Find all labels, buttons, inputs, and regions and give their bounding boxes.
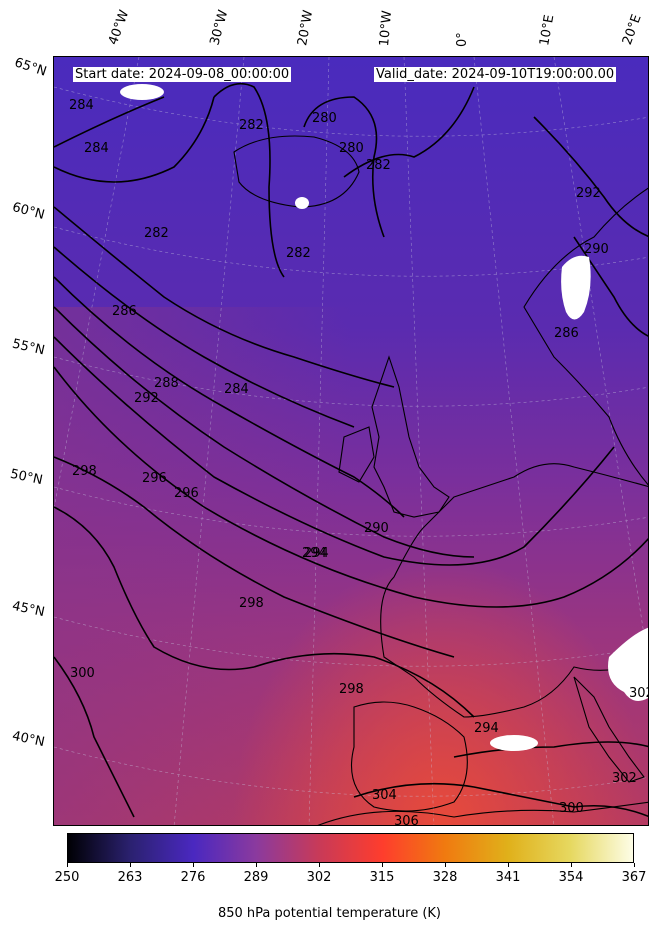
coastline-great-britain (371, 355, 450, 518)
coastline-scandinavia (523, 187, 648, 486)
contour-labels: 284 284 282 280 280 282 282 282 286 288 … (69, 98, 649, 826)
contour-label: 282 (144, 226, 169, 241)
contour-label: 284 (69, 98, 94, 113)
contour-label: 282 (286, 246, 311, 261)
coastline-europe-mainland (380, 463, 648, 718)
contour-label: 300 (559, 801, 584, 816)
lon-label: 10°E (537, 13, 558, 47)
contour-label: 302 (612, 771, 637, 786)
contour-label: 294 (302, 546, 327, 561)
lon-label: 40°W (105, 8, 133, 47)
colorbar-tickmark (67, 863, 68, 867)
lat-label: 40°N (10, 728, 46, 751)
colorbar-tick-label: 263 (117, 870, 143, 885)
map-canvas: 284 284 282 280 280 282 282 282 286 288 … (54, 57, 649, 826)
contour-label: 294 (304, 546, 329, 561)
contour-label: 282 (366, 158, 391, 173)
contour-label: 290 (584, 242, 609, 257)
contour-label: 302 (629, 686, 649, 701)
colorbar-tick-label: 315 (369, 870, 395, 885)
contour-label: 288 (154, 376, 179, 391)
coastlines (233, 135, 648, 825)
contour-label: 286 (112, 304, 137, 319)
coastline-north-africa (317, 801, 648, 825)
colorbar-label: 850 hPa potential temperature (K) (217, 906, 441, 921)
colorbar-tick-label: 328 (432, 870, 458, 885)
contour-label: 290 (364, 521, 389, 536)
colorbar-tickmark (319, 863, 320, 867)
colorbar-tickmark (508, 863, 509, 867)
colorbar-tickmark (571, 863, 572, 867)
colorbar-tickmark (193, 863, 194, 867)
contour-label: 292 (134, 391, 159, 406)
contour-label: 298 (339, 682, 364, 697)
colorbar-tick-label: 302 (306, 870, 332, 885)
contour-label: 296 (142, 471, 167, 486)
contour-label: 284 (84, 141, 109, 156)
contour-label: 286 (554, 326, 579, 341)
colorbar-tick-label: 250 (54, 870, 80, 885)
contour-label: 280 (312, 111, 337, 126)
colorbar-tickmark (445, 863, 446, 867)
contour-label: 298 (72, 464, 97, 479)
contour-label: 298 (239, 596, 264, 611)
lon-label: 10°W (377, 9, 396, 47)
lon-label: 20°W (295, 9, 317, 48)
colorbar-tickmark (256, 863, 257, 867)
map-panel: 284 284 282 280 280 282 282 282 286 288 … (53, 56, 649, 826)
start-date-label: Start date: 2024-09-08_00:00:00 (73, 67, 292, 82)
lon-label: 20°E (619, 12, 645, 48)
lat-label: 45°N (10, 598, 46, 621)
contour-label: 294 (474, 721, 499, 736)
lat-label: 65°N (12, 55, 49, 80)
contour-label: 300 (70, 666, 95, 681)
missing-data-patches (120, 84, 648, 751)
lon-label: 0° (455, 32, 470, 47)
contour-label: 284 (224, 382, 249, 397)
colorbar-tickmark (634, 863, 635, 867)
lat-label: 60°N (10, 200, 47, 223)
contour-label: 306 (394, 814, 419, 826)
colorbar-tick-label: 341 (495, 870, 521, 885)
colorbar (67, 833, 634, 863)
coastline-ireland (338, 426, 375, 483)
contour-label: 296 (174, 486, 199, 501)
isentrope-contours (54, 82, 648, 818)
contour-label: 282 (239, 118, 264, 133)
valid-date-label: Valid_date: 2024-09-10T19:00:00.00 (374, 67, 617, 82)
contour-label: 292 (576, 186, 601, 201)
colorbar-tickmark (382, 863, 383, 867)
coastline-iberia (350, 701, 468, 812)
colorbar-tickmark (130, 863, 131, 867)
lat-label: 50°N (8, 466, 44, 489)
lat-label: 55°N (10, 336, 47, 359)
colorbar-tick-label: 276 (180, 870, 206, 885)
lon-label: 30°W (207, 8, 232, 47)
colorbar-tick-label: 367 (621, 870, 647, 885)
colorbar-tick-label: 354 (558, 870, 584, 885)
coastline-italy (573, 676, 645, 783)
contour-label: 280 (339, 141, 364, 156)
contour-label: 304 (372, 788, 397, 803)
colorbar-tick-label: 289 (243, 870, 269, 885)
